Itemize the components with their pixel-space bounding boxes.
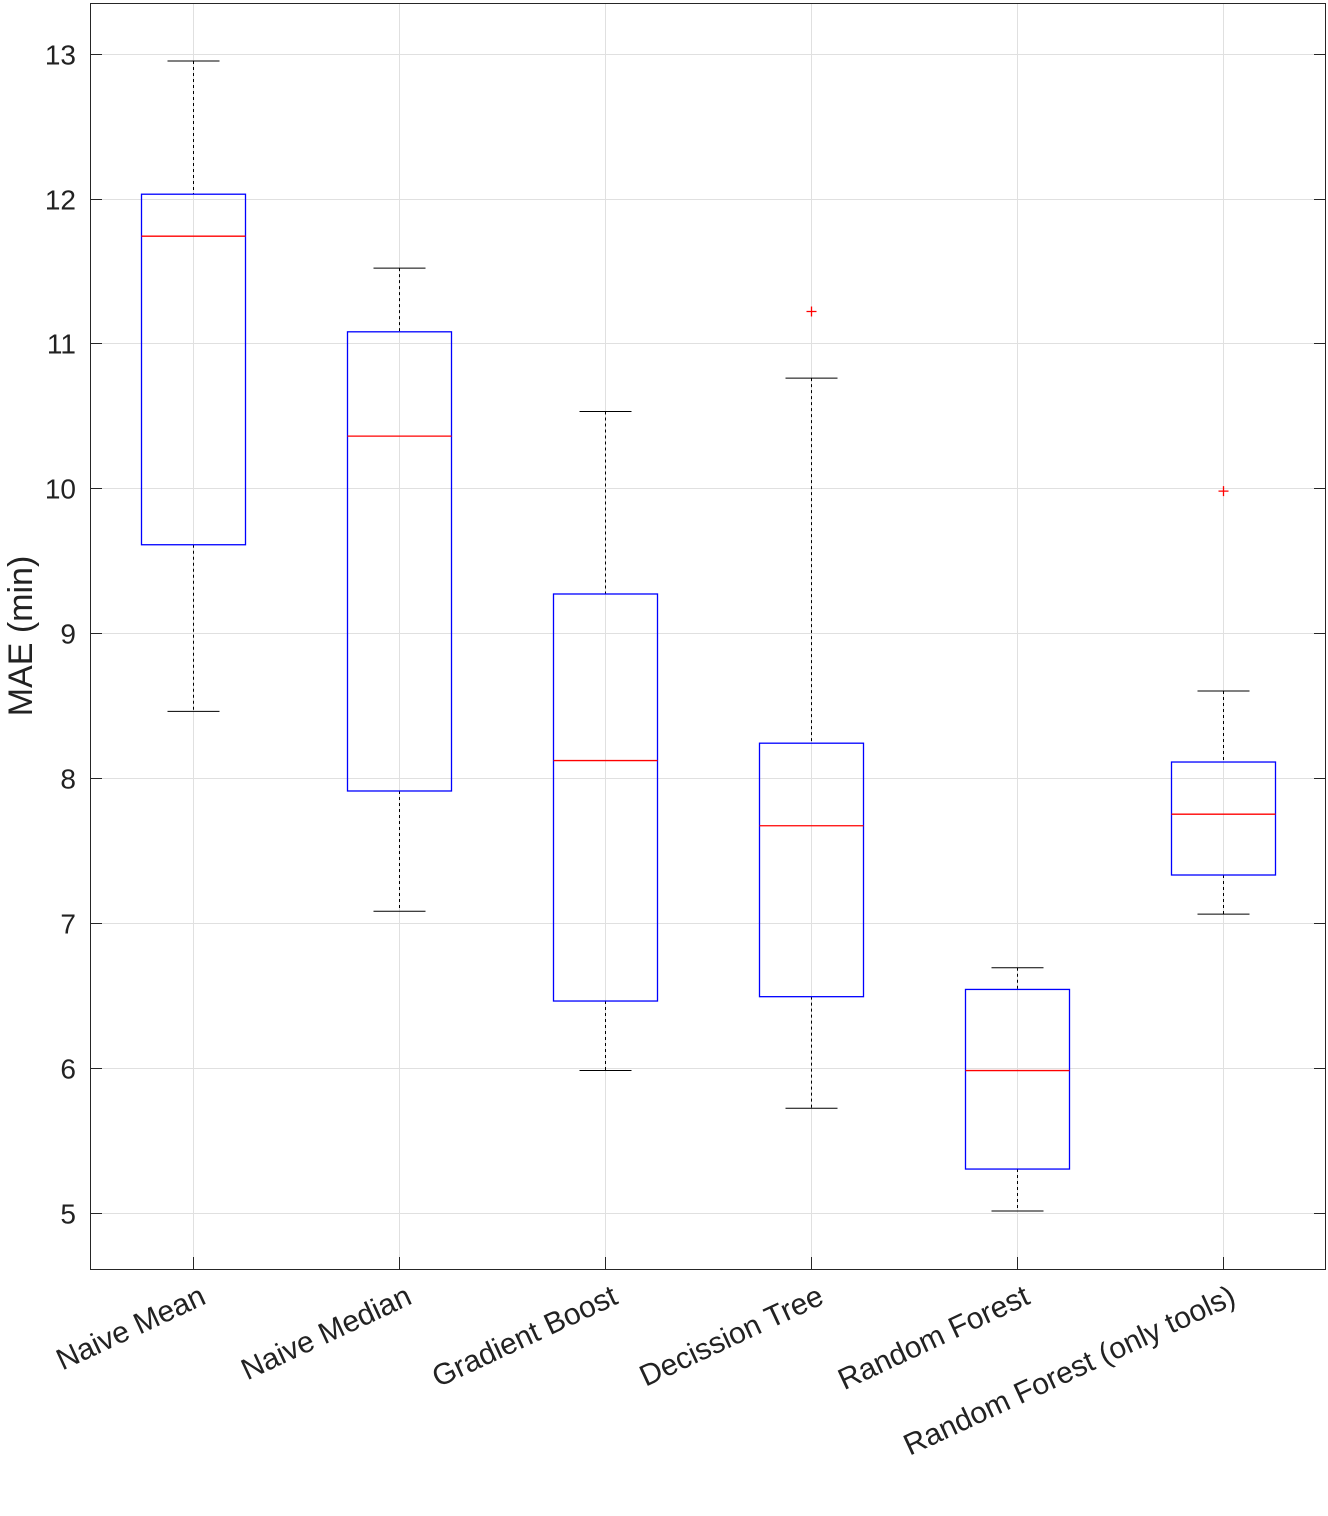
box-iqr — [552, 593, 659, 1002]
y-axis-label: MAE (min) — [2, 556, 40, 717]
box-3 — [552, 410, 659, 1072]
y-tick-label: 5 — [60, 1199, 76, 1230]
box-iqr — [758, 742, 865, 998]
box-6 — [1170, 486, 1277, 915]
y-tick-label: 9 — [60, 619, 76, 650]
box-2 — [346, 267, 453, 912]
grid — [90, 3, 1326, 1269]
y-tick-label: 13 — [45, 40, 76, 71]
x-tick-label: Naive Median — [236, 1279, 416, 1386]
box-1 — [140, 60, 247, 712]
x-tick-label: Decission Tree — [635, 1279, 829, 1393]
box-iqr — [346, 331, 453, 792]
x-tick-label: Gradient Boost — [427, 1279, 623, 1394]
y-tick-label: 7 — [60, 909, 76, 940]
plot-area-border — [90, 3, 1326, 1270]
y-tick-label: 11 — [47, 329, 76, 360]
x-axis: Naive Mean Naive Median Gradient Boost Deci… — [51, 1257, 1240, 1462]
box-iqr — [964, 988, 1071, 1170]
box-iqr — [1170, 761, 1277, 876]
outlier-marker — [1218, 486, 1229, 497]
y-tick-label: 6 — [60, 1054, 76, 1085]
y-tick-label: 10 — [45, 474, 76, 505]
x-tick-label: Naive Mean — [51, 1279, 210, 1377]
y-axis: 5 6 7 8 9 10 11 12 13 — [45, 40, 1326, 1230]
x-tick-label: Random Forest (only tools) — [899, 1279, 1241, 1462]
outlier-marker — [806, 306, 817, 317]
boxes — [140, 60, 1277, 1212]
box-5 — [964, 967, 1071, 1212]
box-iqr — [140, 193, 247, 546]
y-tick-label: 12 — [45, 185, 76, 216]
box-4 — [758, 306, 865, 1109]
y-tick-label: 8 — [60, 764, 76, 795]
x-tick-label: Random Forest — [833, 1279, 1035, 1397]
